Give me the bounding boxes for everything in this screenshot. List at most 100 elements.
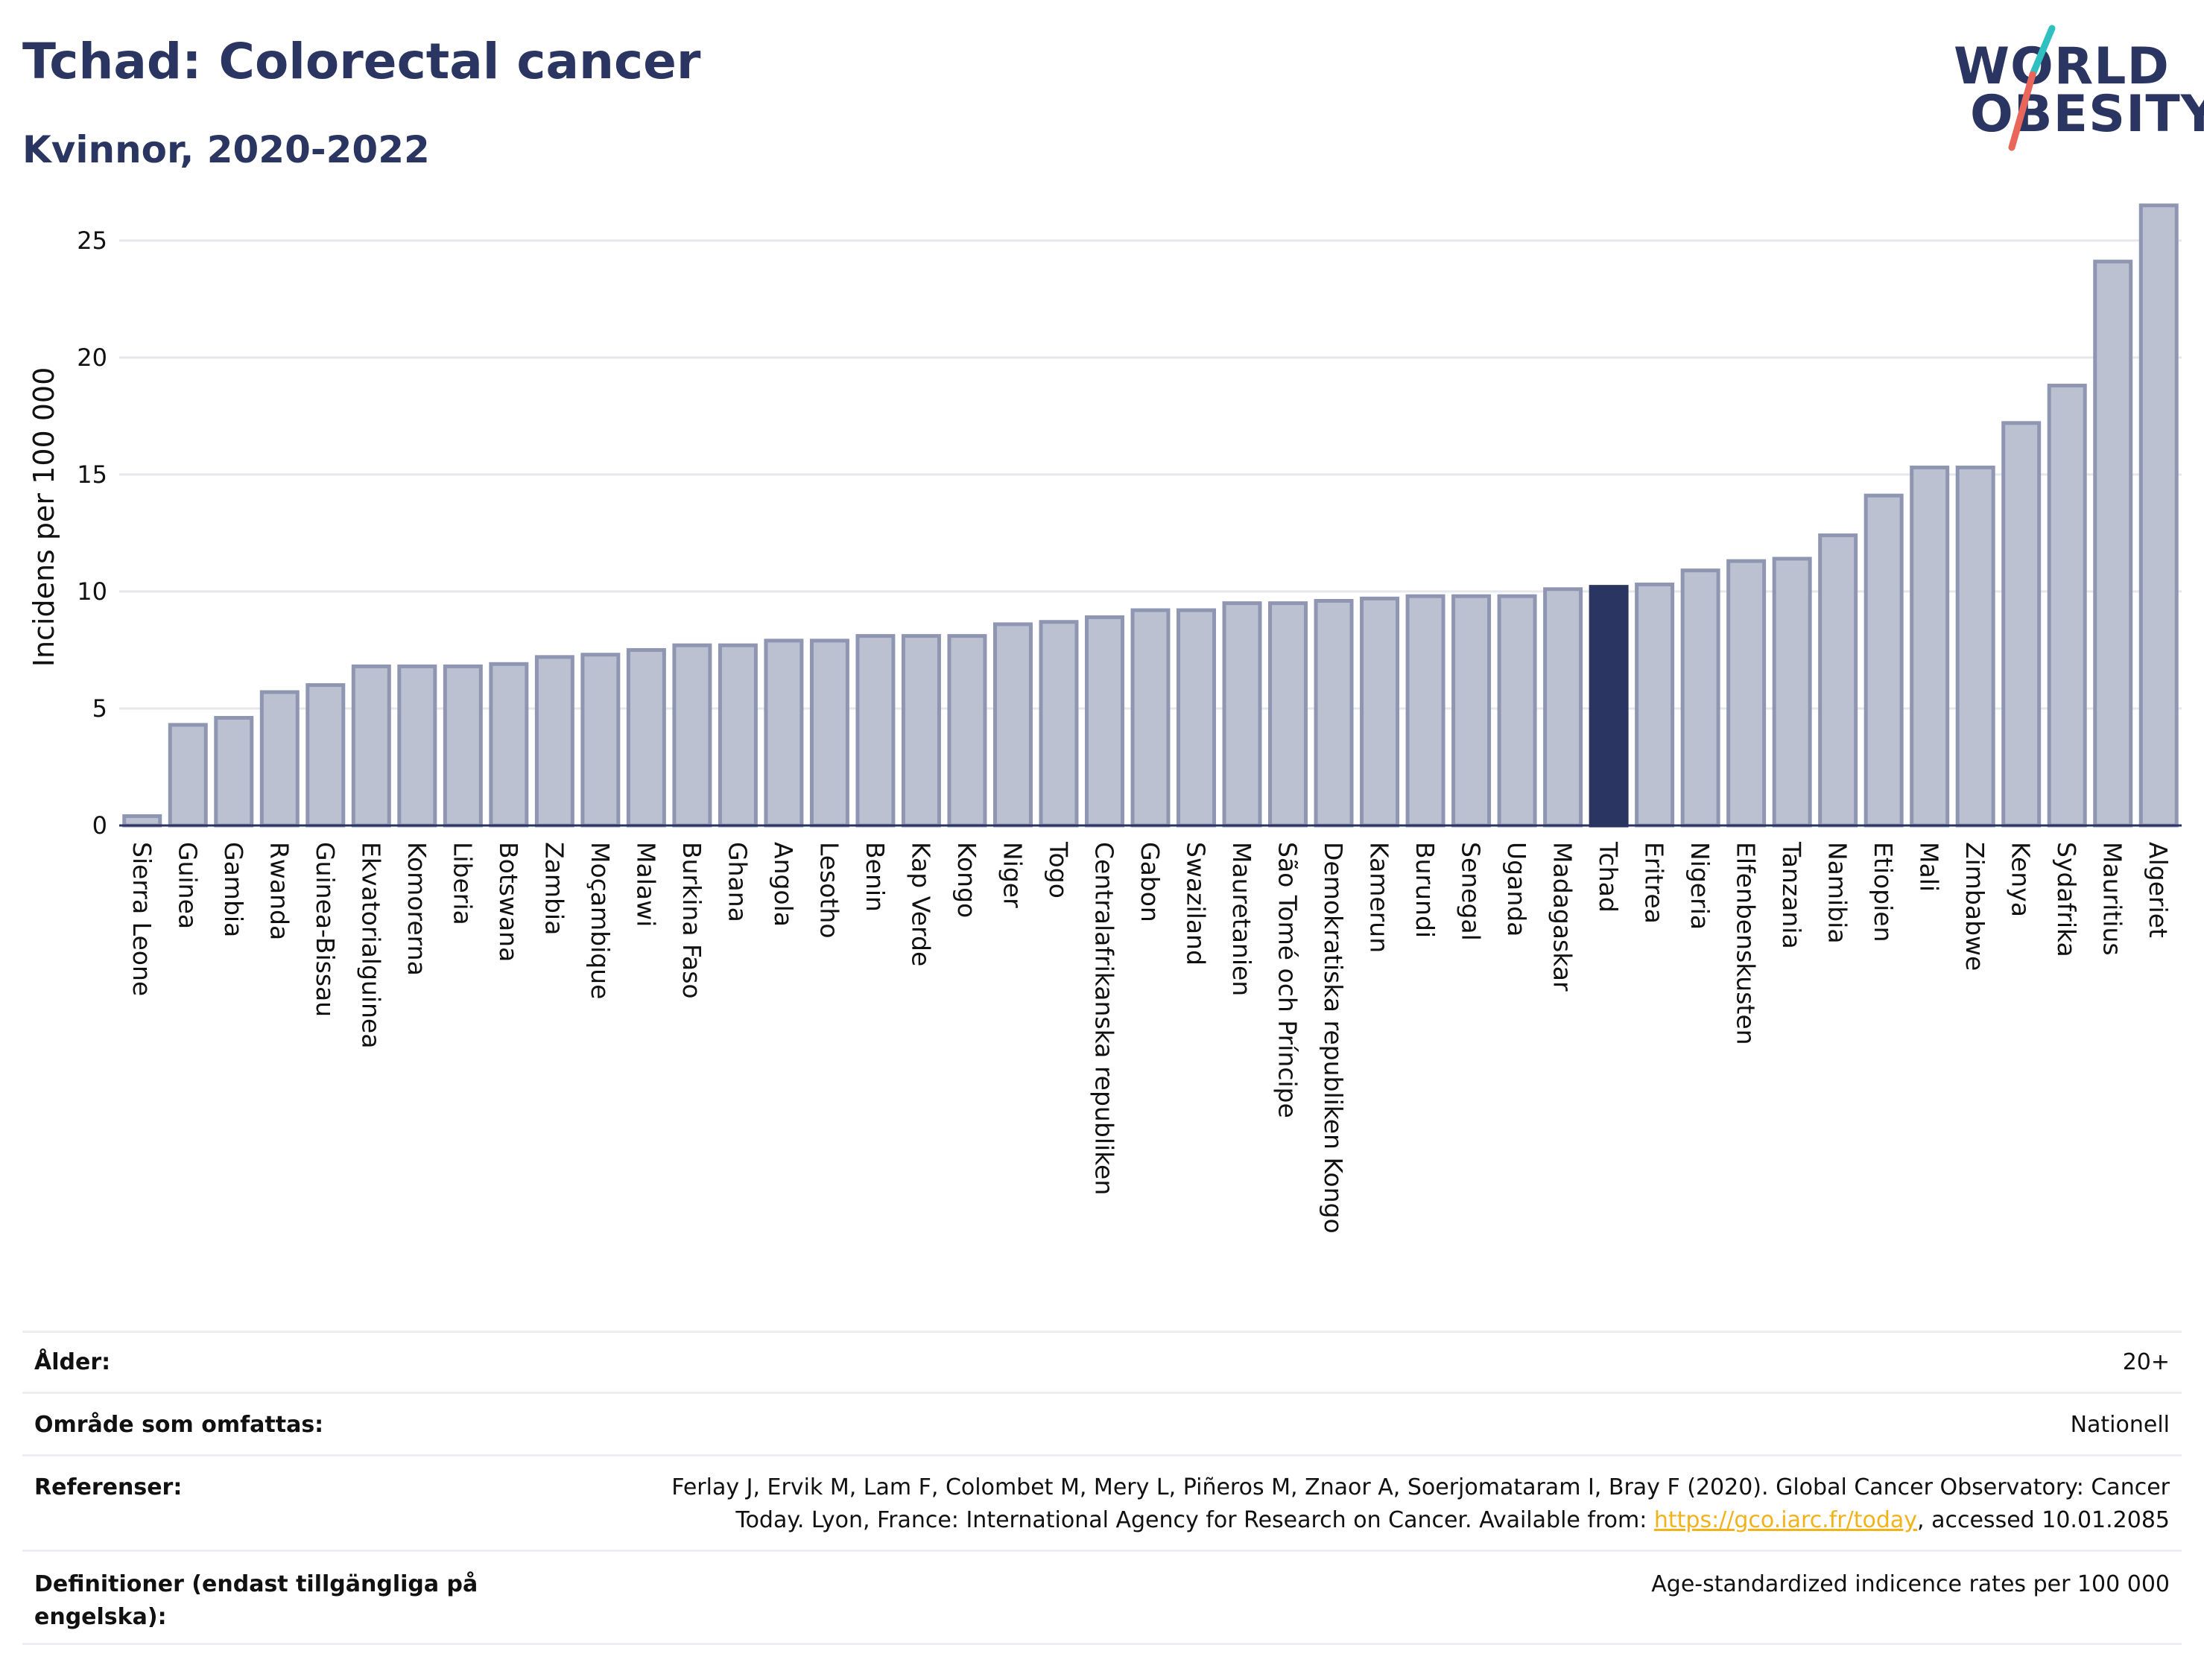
bar — [947, 634, 987, 828]
y-tick-label: 15 — [77, 460, 107, 489]
bar — [1268, 601, 1308, 828]
x-tick-label: Burkina Faso — [677, 842, 706, 999]
y-tick-label: 10 — [77, 577, 107, 606]
reference-line-1: Ferlay J, Ervik M, Lam F, Colombet M, Me… — [671, 1474, 2170, 1500]
bar — [580, 653, 621, 828]
x-tick-label: Sierra Leone — [127, 842, 156, 996]
x-tick-label: Swaziland — [1182, 842, 1211, 966]
x-tick-label: Sydafrika — [2052, 842, 2081, 957]
bar — [1543, 587, 1583, 828]
bar — [443, 664, 483, 828]
bar — [351, 664, 391, 828]
x-tick-label: Uganda — [1502, 842, 1531, 936]
bar — [1910, 465, 1950, 828]
bar — [718, 643, 758, 828]
x-tick-label: Gambia — [219, 842, 248, 937]
x-tick-label: Ekvatorialguinea — [356, 842, 385, 1048]
meta-label: Område som omfattas: — [34, 1412, 324, 1438]
bar — [259, 690, 300, 828]
meta-row-definitions: Definitioner (endast tillgängliga på eng… — [22, 1550, 2182, 1645]
meta-value: Ferlay J, Ervik M, Lam F, Colombet M, Me… — [605, 1471, 2170, 1537]
bar — [489, 662, 529, 828]
x-tick-label: Nigeria — [1685, 842, 1714, 930]
bar — [1451, 594, 1492, 828]
logo-slash-top — [2029, 25, 2056, 78]
bar — [1818, 533, 1858, 828]
y-tick-label: 20 — [77, 343, 107, 372]
x-tick-label: Togo — [1044, 841, 1073, 898]
meta-value: Age-standardized indicence rates per 100… — [1651, 1571, 2170, 1597]
bar — [1177, 608, 1217, 828]
bar — [672, 643, 712, 828]
bar — [626, 647, 666, 828]
y-tick-label: 0 — [92, 811, 107, 840]
y-axis-label: Incidens per 100 000 — [28, 367, 60, 668]
x-tick-label: Moçambique — [586, 842, 615, 999]
bar-chart: 0 5 10 15 20 25 Incidens per 100 000 Sierra Leo… — [28, 203, 2182, 1234]
meta-row-age: Ålder: 20+ — [22, 1331, 2182, 1392]
x-tick-label: Namibia — [1823, 842, 1852, 944]
x-tick-label: Gabon — [1136, 842, 1165, 922]
x-tick-label: Komorerna — [402, 842, 431, 976]
bar — [1130, 608, 1171, 828]
meta-value: Nationell — [2070, 1412, 2170, 1438]
logo-slash-icon — [2008, 25, 2056, 151]
x-tick-label: Rwanda — [265, 842, 294, 940]
bar — [305, 683, 346, 828]
reference-text: Today. Lyon, France: International Agenc… — [735, 1507, 1654, 1533]
bar — [122, 814, 162, 828]
bar — [901, 634, 941, 828]
meta-row-area: Område som omfattas: Nationell — [22, 1392, 2182, 1455]
reference-line-2: Today. Lyon, France: International Agenc… — [605, 1504, 2170, 1537]
x-tick-label: Ghana — [723, 842, 752, 922]
x-tick-label: Centralafrikanska republiken — [1089, 842, 1118, 1195]
y-tick-label: 5 — [92, 694, 107, 723]
bar — [1726, 559, 1767, 828]
bar — [1039, 620, 1079, 828]
reference-link[interactable]: https://gco.iarc.fr/today — [1653, 1507, 1918, 1533]
x-tick-label: Etiopien — [1869, 842, 1898, 942]
bar — [1635, 583, 1675, 828]
bar — [2093, 259, 2133, 828]
meta-label: Definitioner (endast tillgängliga på eng… — [34, 1568, 511, 1634]
bar — [809, 638, 849, 828]
bar-highlight — [1589, 585, 1629, 828]
bar — [168, 723, 208, 828]
bar — [1405, 594, 1445, 828]
x-tick-label: Kamerun — [1365, 842, 1394, 953]
x-tick-label: Lesotho — [814, 842, 843, 939]
x-tick-label: Kenya — [2007, 842, 2036, 917]
x-tick-label: Tchad — [1594, 841, 1623, 913]
bar — [855, 634, 896, 828]
meta-value: 20+ — [2122, 1349, 2170, 1375]
meta-label-line-2: engelska): — [34, 1604, 167, 1630]
bar — [2047, 384, 2087, 828]
x-tick-label: Madagaskar — [1548, 842, 1577, 992]
x-tick-label: Benin — [861, 842, 890, 912]
x-tick-label: Burundi — [1410, 842, 1440, 938]
bar — [1222, 601, 1262, 828]
x-tick-label: Guinea — [173, 842, 202, 929]
bar — [1360, 596, 1400, 828]
bar — [214, 716, 254, 828]
bar — [992, 622, 1033, 828]
meta-row-references: Referenser: Ferlay J, Ervik M, Lam F, Co… — [22, 1454, 2182, 1550]
x-tick-label: Niger — [998, 842, 1027, 908]
x-tick-label: Eritrea — [1640, 842, 1669, 924]
page-subtitle: Kvinnor, 2020-2022 — [22, 128, 430, 171]
x-tick-label: Senegal — [1457, 842, 1486, 941]
x-tick-label: Guinea-Bissau — [311, 842, 340, 1017]
x-tick-label: Kongo — [952, 842, 981, 918]
bar — [2138, 203, 2179, 828]
bar — [2001, 421, 2042, 828]
x-tick-label: Botswana — [494, 842, 523, 962]
bar — [1680, 568, 1720, 828]
meta-label-line-1: Definitioner (endast tillgängliga på — [34, 1571, 478, 1597]
x-tick-label: Zambia — [539, 842, 569, 935]
bar — [1863, 493, 1904, 828]
bar — [764, 638, 804, 828]
logo-line-1: WORLD — [1954, 37, 2170, 96]
bar — [1772, 557, 1812, 828]
world-obesity-logo: WORLD OBESITY — [1937, 22, 2204, 171]
logo-line-2: OBESITY — [1970, 85, 2204, 144]
